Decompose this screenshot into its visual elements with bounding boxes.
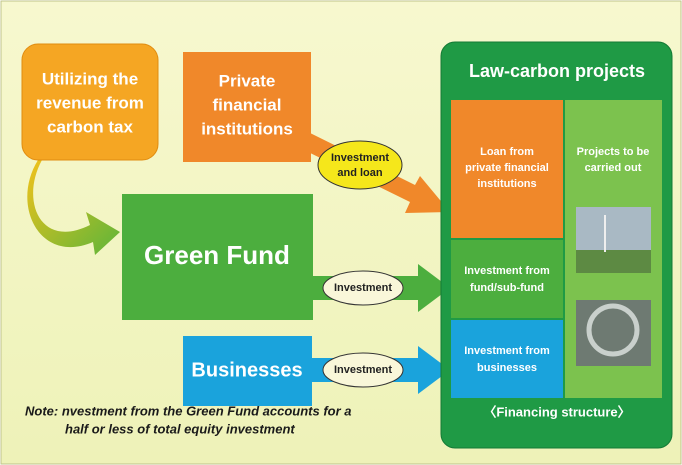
edge-label: Investment — [334, 282, 392, 294]
edge-ellipse — [318, 141, 402, 189]
note: half or less of total equity investment — [65, 421, 295, 436]
projects-label: carried out — [585, 162, 642, 174]
panel-footer: 〈Financing structure〉 — [483, 404, 630, 419]
node-label: revenue from — [36, 93, 144, 112]
panel-title: Law-carbon projects — [469, 61, 645, 81]
section-label: institutions — [477, 178, 536, 190]
edge-label: Investment — [334, 364, 392, 376]
node-label: carbon tax — [47, 117, 134, 136]
projects-label: Projects to be — [577, 146, 650, 158]
edge-label: Investment — [331, 152, 389, 164]
project-photo-ground — [576, 250, 651, 273]
node-label: Utilizing the — [42, 69, 138, 88]
section-label: businesses — [477, 362, 537, 374]
node-label: institutions — [201, 119, 293, 138]
section-label: Investment from — [464, 345, 550, 357]
section-label: Investment from — [464, 265, 550, 277]
note: Note: nvestment from the Green Fund acco… — [25, 403, 352, 418]
edge-label: and loan — [337, 167, 383, 179]
section-box — [451, 240, 563, 318]
node-label: Businesses — [191, 359, 302, 381]
section-box — [451, 320, 563, 398]
diagram: Utilizing the revenue from carbon tax Pr… — [0, 0, 682, 465]
section-label: fund/sub-fund — [470, 282, 544, 294]
section-label: Loan from — [480, 146, 534, 158]
node-label: Private — [219, 71, 276, 90]
node-label: financial — [213, 95, 282, 114]
section-label: private financial — [465, 162, 549, 174]
node-label: Green Fund — [144, 240, 290, 270]
